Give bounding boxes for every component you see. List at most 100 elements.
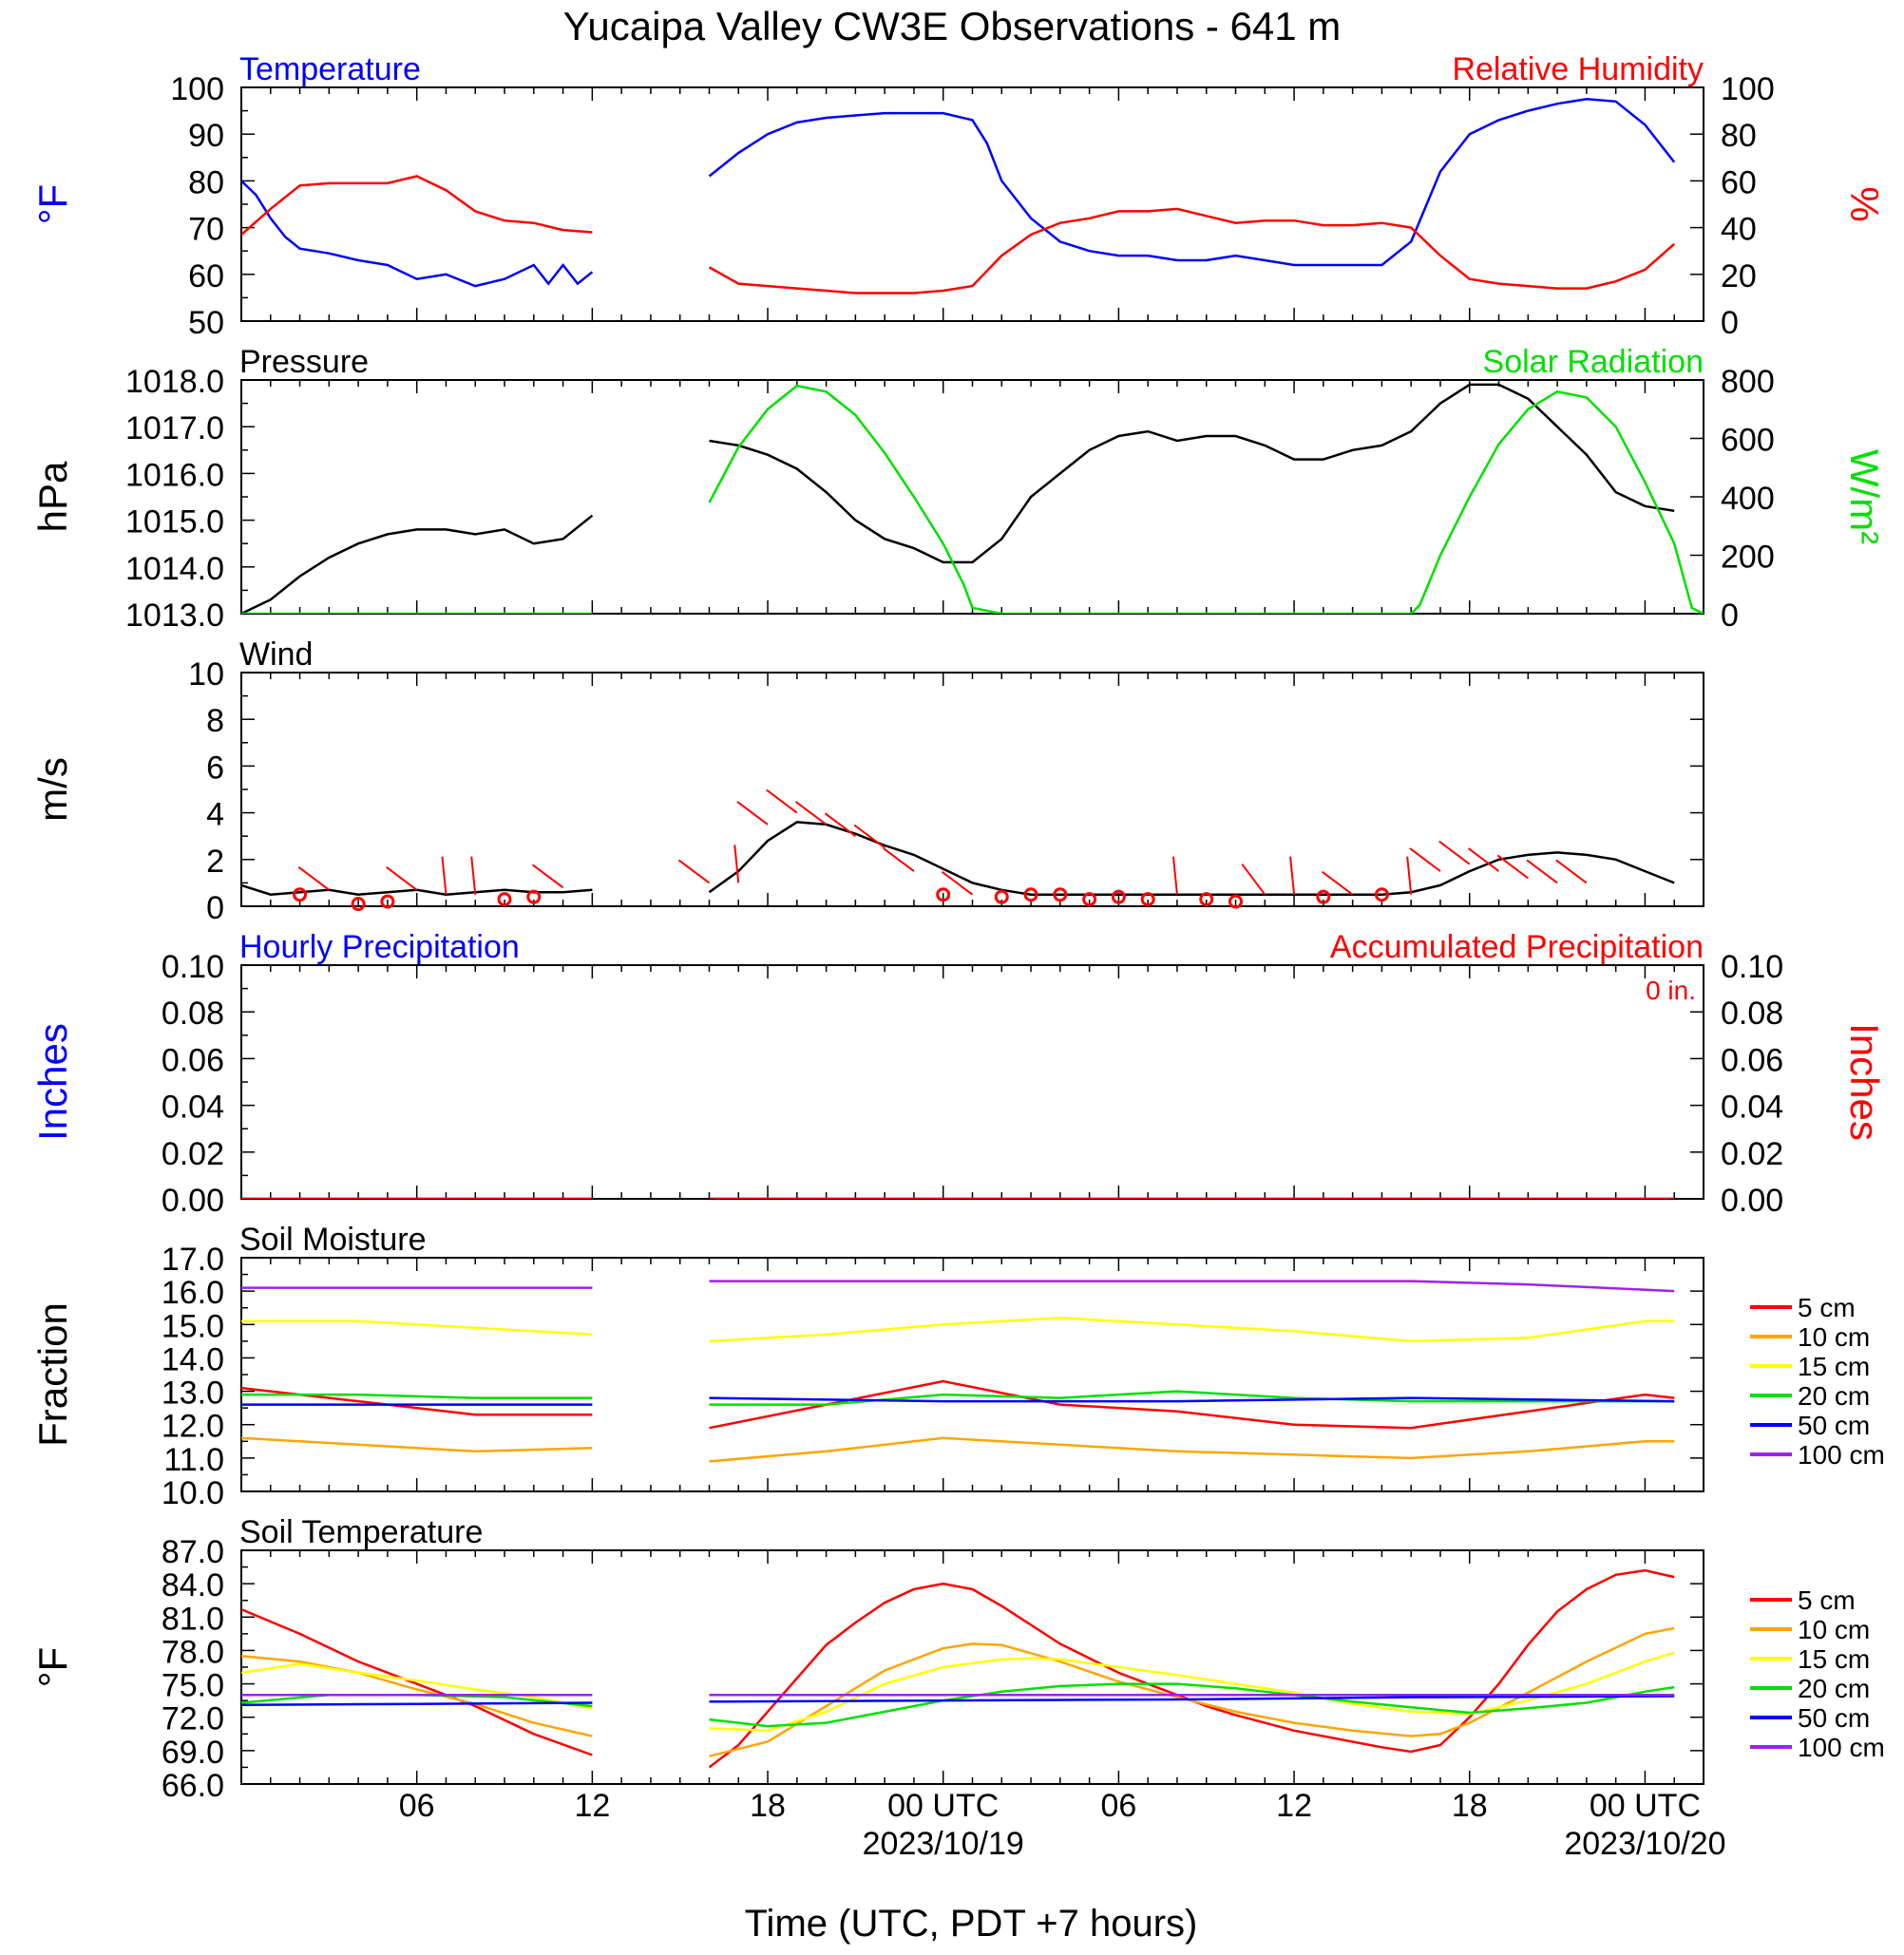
wind-calm-marker bbox=[1228, 894, 1244, 909]
y-tick-label-left: 90 bbox=[188, 118, 224, 154]
series-line-20-cm bbox=[709, 1682, 1675, 1728]
y-axis-label-right: Inches bbox=[1842, 1023, 1887, 1141]
series-line-temperature bbox=[241, 180, 594, 288]
panel-title-left: Soil Moisture bbox=[239, 1222, 427, 1258]
y-tick-label-right: 200 bbox=[1721, 540, 1775, 576]
y-tick-label-left: 0 bbox=[206, 890, 224, 926]
wind-barb bbox=[470, 856, 477, 895]
x-tick-label: 06 bbox=[1100, 1788, 1136, 1824]
panel-frame bbox=[240, 1257, 1704, 1492]
y-tick-label-left: 70 bbox=[188, 212, 224, 248]
series-line-5-cm bbox=[241, 1607, 593, 1756]
y-tick-label-left: 66.0 bbox=[162, 1768, 224, 1804]
y-tick-label-left: 87.0 bbox=[162, 1534, 224, 1570]
y-tick-label-left: 0.08 bbox=[162, 996, 224, 1032]
series-line-10-cm bbox=[241, 1436, 593, 1453]
y-tick-label-left: 81.0 bbox=[162, 1601, 224, 1637]
wind-barb bbox=[853, 824, 885, 849]
panel-title-right: Accumulated Precipitation bbox=[1330, 929, 1704, 965]
series-line-10-cm bbox=[709, 1436, 1675, 1463]
panel-title-left: Soil Temperature bbox=[239, 1514, 483, 1550]
y-tick-label-right: 0.04 bbox=[1721, 1090, 1783, 1126]
x-tick-label: 12 bbox=[1276, 1788, 1312, 1824]
series-line-5-cm bbox=[709, 1379, 1675, 1430]
wind-barb bbox=[733, 845, 740, 883]
series-line-50-cm bbox=[709, 1695, 1675, 1703]
y-axis-label-right: % bbox=[1842, 186, 1887, 221]
panel-soil-temperature: 66.069.072.075.078.081.084.087.0 Soil Tem… bbox=[30, 1514, 1885, 1804]
wind-barb bbox=[677, 859, 711, 884]
wind-barb bbox=[1289, 856, 1296, 895]
y-tick-label-left: 15.0 bbox=[162, 1308, 224, 1344]
panel-title-right: Solar Radiation bbox=[1483, 344, 1704, 380]
y-tick-label-right: 0.08 bbox=[1721, 996, 1783, 1032]
series-line-5-cm bbox=[708, 1568, 1675, 1769]
y-tick-label-left: 1016.0 bbox=[125, 457, 224, 493]
y-axis-label-left: °F bbox=[30, 1647, 75, 1687]
wind-barb bbox=[1438, 840, 1471, 865]
wind-barb bbox=[297, 865, 330, 891]
y-tick-label-left: 8 bbox=[206, 703, 224, 739]
figure-title: Yucaipa Valley CW3E Observations - 641 m bbox=[563, 4, 1342, 48]
panel-title-right: Relative Humidity bbox=[1452, 51, 1704, 87]
series-line-5-cm bbox=[241, 1386, 593, 1416]
y-tick-label-left: 1015.0 bbox=[125, 504, 224, 541]
wind-barb bbox=[824, 812, 856, 838]
wind-calm-marker bbox=[380, 894, 395, 909]
wind-calm-marker bbox=[526, 889, 542, 904]
x-tick-date: 2023/10/20 bbox=[1564, 1826, 1725, 1862]
series-line-50-cm bbox=[709, 1396, 1675, 1403]
legend-label: 20 cm bbox=[1798, 1381, 1870, 1411]
wind-calm-marker bbox=[293, 887, 308, 902]
y-tick-label-left: 16.0 bbox=[162, 1275, 224, 1311]
series-line-pressure bbox=[241, 514, 594, 614]
y-tick-label-left: 10 bbox=[188, 656, 224, 693]
wind-barb bbox=[1322, 870, 1354, 896]
legend-label: 100 cm bbox=[1798, 1733, 1885, 1762]
y-tick-label-left: 0.00 bbox=[162, 1183, 224, 1219]
series-line-relative-humidity bbox=[241, 175, 593, 236]
x-tick-label: 06 bbox=[399, 1788, 435, 1824]
wind-barb bbox=[1526, 859, 1558, 884]
y-tick-label-left: 50 bbox=[188, 305, 224, 341]
y-tick-label-right: 0.06 bbox=[1721, 1042, 1783, 1078]
wind-calm-marker bbox=[1199, 892, 1214, 907]
panel-title-left: Wind bbox=[239, 636, 313, 673]
x-tick-date: 2023/10/19 bbox=[863, 1826, 1024, 1862]
wind-barb bbox=[1467, 847, 1500, 872]
y-axis-label-left: m/s bbox=[30, 757, 75, 822]
y-tick-label-left: 17.0 bbox=[162, 1242, 224, 1278]
wind-barb bbox=[941, 870, 974, 896]
series-line-50-cm bbox=[241, 1701, 593, 1707]
y-tick-label-left: 80 bbox=[188, 164, 224, 200]
wind-calm-marker bbox=[1111, 889, 1126, 904]
wind-barb bbox=[441, 856, 447, 895]
legend-label: 100 cm bbox=[1798, 1440, 1885, 1470]
panel-frame bbox=[240, 964, 1704, 1200]
y-axis-label-left: Fraction bbox=[30, 1302, 75, 1447]
y-tick-label-left: 84.0 bbox=[162, 1567, 224, 1604]
wind-calm-marker bbox=[1082, 892, 1097, 907]
x-tick-label: 18 bbox=[1452, 1788, 1488, 1824]
y-tick-label-left: 1018.0 bbox=[125, 364, 224, 400]
panel-title-left: Temperature bbox=[239, 51, 421, 87]
y-tick-label-right: 600 bbox=[1721, 423, 1775, 459]
wind-barb bbox=[386, 865, 418, 891]
wind-barb bbox=[1496, 854, 1529, 880]
legend-label: 15 cm bbox=[1798, 1352, 1870, 1381]
wind-calm-marker bbox=[497, 892, 512, 907]
panel-frame bbox=[240, 379, 1704, 615]
y-tick-label-left: 1013.0 bbox=[125, 598, 224, 634]
wind-barb bbox=[1409, 847, 1441, 872]
y-tick-label-left: 1017.0 bbox=[125, 410, 224, 446]
wind-barb bbox=[766, 788, 798, 814]
wind-calm-marker bbox=[1023, 887, 1038, 902]
y-tick-label-left: 12.0 bbox=[162, 1409, 224, 1445]
panel-temp-rh: 50 60 70 80 90 100 0 20 40 60 80 100 Temperature Rela… bbox=[30, 51, 1887, 341]
y-tick-label-left: 14.0 bbox=[162, 1341, 224, 1377]
legend-label: 15 cm bbox=[1798, 1644, 1870, 1674]
panel-pressure-solar: 1013.0 1014.0 1015.0 1016.0 1017.0 1018.0 0 200… bbox=[30, 344, 1887, 634]
